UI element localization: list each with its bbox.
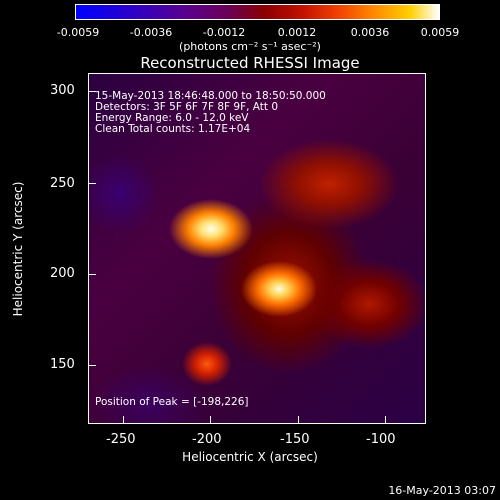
x-tick-label: -150 [280, 432, 310, 447]
colorbar-tick: -0.0036 [129, 26, 173, 39]
info-time: 15-May-2013 18:46:48.000 to 18:50:50.000 [95, 90, 326, 102]
colorbar-tick: -0.0059 [56, 26, 100, 39]
x-tick-mark [385, 416, 386, 424]
timestamp: 16-May-2013 03:07 [388, 484, 496, 497]
y-tick-mark [88, 91, 96, 92]
info-energy: Energy Range: 6.0 - 12.0 keV [95, 112, 249, 124]
x-tick-mark [123, 416, 124, 424]
x-tick-mark [210, 416, 211, 424]
y-axis-title: Heliocentric Y (arcsec) [11, 181, 25, 317]
colorbar-tick: -0.0012 [202, 26, 246, 39]
x-tick-label: -250 [106, 432, 136, 447]
y-tick-label: 200 [50, 266, 75, 281]
y-tick-mark [88, 274, 96, 275]
colorbar-units: (photons cm⁻² s⁻¹ asec⁻²) [179, 40, 321, 53]
colorbar-tick: 0.0012 [277, 26, 317, 39]
info-detectors: Detectors: 3F 5F 6F 7F 8F 9F, Att 0 [95, 101, 279, 113]
colorbar [75, 4, 440, 20]
solar-image: 15-May-2013 18:46:48.000 to 18:50:50.000… [88, 73, 426, 424]
x-axis-title: Heliocentric X (arcsec) [182, 450, 318, 464]
image-title: Reconstructed RHESSI Image [140, 54, 360, 72]
y-tick-label: 250 [50, 176, 75, 191]
info-peak: Position of Peak = [-198,226] [95, 396, 249, 408]
colorbar-tick: 0.0059 [420, 26, 460, 39]
x-tick-label: -100 [366, 432, 396, 447]
y-tick-mark [88, 183, 96, 184]
colorbar-tick: 0.0036 [350, 26, 390, 39]
x-tick-label: -200 [192, 432, 222, 447]
x-tick-mark [298, 416, 299, 424]
info-clean: Clean Total counts: 1.17E+04 [95, 123, 251, 135]
y-tick-label: 300 [50, 83, 75, 98]
y-tick-mark [88, 365, 96, 366]
y-tick-label: 150 [50, 357, 75, 372]
